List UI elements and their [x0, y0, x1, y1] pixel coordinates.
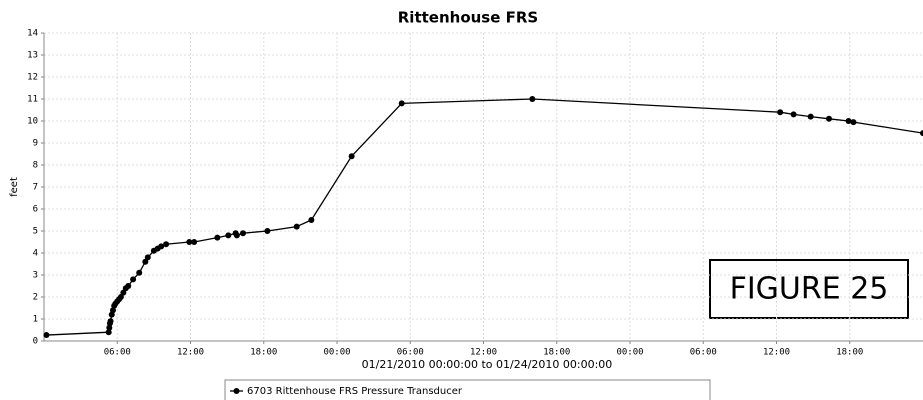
legend-label: 6703 Rittenhouse FRS Pressure Transducer — [247, 386, 463, 397]
y-tick-label: 2 — [33, 293, 38, 303]
data-point — [807, 113, 814, 120]
y-tick-label: 3 — [33, 271, 38, 281]
data-point — [142, 258, 149, 265]
y-axis-label: feet — [9, 177, 20, 197]
data-point — [144, 254, 151, 261]
y-tick-label: 0 — [33, 337, 38, 347]
y-tick-label: 13 — [27, 51, 38, 61]
data-point — [163, 241, 170, 248]
x-tick-label: 12:00 — [763, 348, 790, 358]
data-point — [43, 332, 50, 339]
x-tick-label: 00:00 — [323, 348, 350, 358]
data-point — [264, 228, 271, 234]
x-tick-label: 12:00 — [470, 348, 497, 358]
data-point — [398, 100, 405, 107]
data-point — [105, 329, 112, 336]
data-point — [191, 239, 198, 245]
data-point — [850, 119, 857, 126]
x-tick-label: 06:00 — [104, 348, 131, 358]
data-point — [239, 230, 246, 237]
y-tick-label: 14 — [27, 29, 38, 39]
data-point — [106, 324, 113, 331]
x-tick-label: 00:00 — [616, 348, 643, 358]
data-point — [225, 232, 232, 239]
data-point — [348, 153, 355, 160]
data-point — [136, 269, 143, 276]
y-tick-label: 8 — [33, 161, 38, 171]
y-tick-label: 9 — [33, 139, 38, 149]
y-tick-label: 5 — [33, 227, 38, 237]
x-tick-label: 06:00 — [690, 348, 717, 358]
annotation: FIGURE 25 — [730, 272, 889, 307]
data-point — [845, 118, 852, 124]
data-point — [529, 96, 536, 102]
x-axis-label: 01/21/2010 00:00:00 to 01/24/2010 00:00:… — [362, 358, 613, 371]
y-tick-label: 11 — [27, 95, 38, 105]
data-point — [125, 283, 132, 289]
y-tick-label: 7 — [33, 183, 38, 193]
data-point — [130, 276, 137, 283]
y-tick-label: 6 — [33, 205, 38, 215]
x-tick-label: 18:00 — [543, 348, 570, 358]
x-tick-label: 06:00 — [397, 348, 424, 358]
data-point — [825, 115, 832, 122]
y-tick-label: 1 — [33, 315, 38, 325]
data-point — [186, 239, 193, 245]
data-point — [107, 318, 114, 325]
data-point — [777, 109, 784, 116]
data-point — [293, 223, 300, 230]
y-tick-label: 10 — [27, 117, 38, 127]
data-point — [117, 294, 124, 300]
data-point — [308, 217, 315, 223]
data-point — [790, 111, 797, 118]
legend — [224, 379, 711, 400]
data-point — [920, 130, 923, 137]
data-point — [158, 243, 165, 250]
x-tick-label: 12:00 — [177, 348, 204, 358]
x-tick-label: 18:00 — [836, 348, 863, 358]
data-point — [120, 289, 127, 296]
y-tick-label: 12 — [27, 73, 38, 83]
data-point — [233, 232, 240, 239]
data-point — [214, 234, 221, 241]
chart-title: Rittenhouse FRS — [398, 9, 538, 27]
y-tick-label: 4 — [33, 249, 38, 259]
x-tick-label: 18:00 — [250, 348, 277, 358]
legend-marker — [233, 388, 240, 394]
annotation-box — [709, 259, 909, 319]
